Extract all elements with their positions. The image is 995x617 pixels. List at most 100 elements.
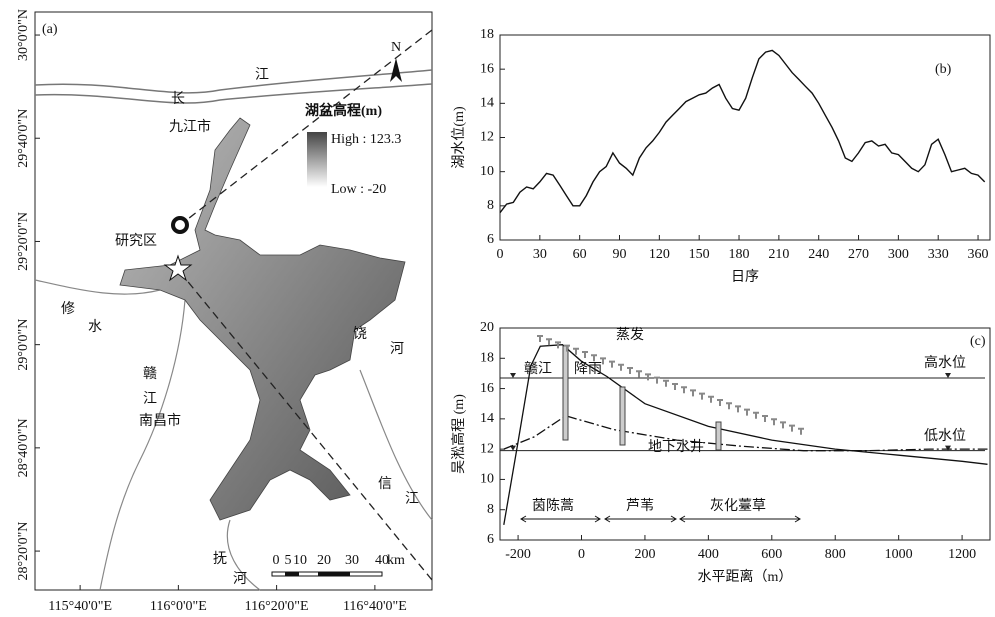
x-tick-label: 0 — [578, 547, 585, 562]
vegetation — [681, 387, 687, 393]
y-tick-label: 16 — [480, 61, 494, 76]
vegetation — [627, 368, 633, 374]
place-label: 江 — [405, 491, 419, 507]
y-tick-label: 18 — [480, 351, 494, 366]
x-tick-label: 360 — [968, 247, 989, 262]
vegetation — [744, 410, 750, 416]
vegetation — [582, 352, 588, 358]
place-label: 抚 — [213, 551, 227, 567]
panel-label: (c) — [970, 334, 986, 349]
annotation: 赣江 — [524, 361, 552, 377]
legend-low: Low : -20 — [331, 182, 386, 197]
y-tick-label: 8 — [487, 502, 494, 517]
vegetation — [699, 394, 705, 400]
zone-arrow — [521, 516, 600, 522]
x-tick-label: 210 — [768, 247, 789, 262]
vegetation — [645, 374, 651, 380]
x-tick-label: 330 — [928, 247, 949, 262]
panel-label: (b) — [935, 62, 952, 77]
y-tick-label: 28°20'0"N — [16, 522, 31, 581]
scale-bar — [318, 572, 350, 576]
x-axis-title: 日序 — [731, 269, 759, 285]
vegetation — [546, 339, 552, 345]
y-tick-label: 16 — [480, 381, 494, 396]
y-tick-label: 18 — [480, 27, 494, 42]
vegetation — [789, 426, 795, 432]
vegetation — [663, 381, 669, 387]
annotation: 芦苇 — [626, 498, 654, 514]
x-tick-label: 150 — [689, 247, 710, 262]
vegetation — [690, 390, 696, 396]
well — [620, 387, 625, 445]
x-tick-label: 120 — [649, 247, 670, 262]
vegetation — [591, 355, 597, 361]
x-tick-label: -200 — [505, 547, 531, 562]
y-tick-label: 6 — [487, 532, 494, 547]
vegetation — [771, 419, 777, 425]
well — [563, 346, 568, 440]
level-marker — [945, 373, 951, 378]
vegetation — [726, 403, 732, 409]
y-tick-label: 29°0'0"N — [16, 319, 31, 371]
groundwater-line — [504, 416, 988, 451]
scale-label: 30 — [345, 553, 359, 568]
place-label: N — [391, 40, 401, 55]
x-tick-label: 30 — [533, 247, 547, 262]
scale-label: 20 — [317, 553, 331, 568]
x-axis-title: 水平距离（m） — [698, 568, 793, 585]
plot-frame — [500, 35, 990, 240]
y-tick-label: 8 — [487, 198, 494, 213]
annotation: 茵陈蒿 — [532, 497, 574, 514]
scale-label: 0 — [273, 553, 280, 568]
y-axis-title: 吴淞高程 (m) — [450, 394, 467, 474]
x-tick-label: 270 — [848, 247, 869, 262]
vegetation — [672, 384, 678, 390]
place-label: 信 — [378, 476, 392, 492]
place-label: 修 — [61, 301, 75, 317]
annotation: 降雨 — [574, 361, 602, 377]
x-tick-label: 116°40'0"E — [343, 599, 407, 614]
scale-label: 5 — [285, 553, 292, 568]
legend-title: 湖盆高程(m) — [305, 102, 382, 119]
y-tick-label: 10 — [480, 472, 494, 487]
scale-bar — [285, 572, 299, 576]
vegetation — [717, 400, 723, 406]
y-tick-label: 14 — [480, 411, 494, 426]
x-tick-label: 115°40'0"E — [48, 599, 112, 614]
panel-label: (a) — [42, 22, 58, 37]
annotation: 地下水井 — [648, 439, 704, 455]
x-tick-label: 1200 — [948, 547, 976, 562]
scale-label: 10 — [293, 553, 307, 568]
vegetation — [762, 416, 768, 422]
site-marker — [173, 218, 187, 232]
vegetation — [735, 406, 741, 412]
y-tick-label: 6 — [487, 232, 494, 247]
vegetation — [798, 429, 804, 435]
vegetation — [609, 362, 615, 368]
place-label: 南昌市 — [139, 412, 181, 429]
x-tick-label: 400 — [698, 547, 719, 562]
x-tick-label: 1000 — [885, 547, 913, 562]
y-tick-label: 14 — [480, 96, 494, 111]
x-tick-label: 90 — [613, 247, 627, 262]
vegetation — [654, 378, 660, 384]
place-label: 江 — [255, 67, 269, 83]
vegetation — [708, 397, 714, 403]
elevation-legend — [307, 132, 327, 187]
level-label: 低水位 — [924, 428, 966, 444]
y-tick-label: 29°20'0"N — [16, 212, 31, 271]
vegetation — [780, 422, 786, 428]
annotation: 灰化薹草 — [710, 498, 766, 514]
y-tick-label: 28°40'0"N — [16, 418, 31, 477]
water-level-line — [500, 50, 985, 212]
x-tick-label: 600 — [761, 547, 782, 562]
place-label: 长 — [171, 91, 185, 107]
vegetation — [537, 336, 543, 342]
legend-high: High : 123.3 — [331, 132, 401, 147]
annotation: 蒸发 — [616, 327, 644, 343]
scale-label: km — [387, 553, 405, 568]
zone-arrow — [605, 516, 676, 522]
x-tick-label: 0 — [497, 247, 504, 262]
y-axis-title: 湖水位(m) — [451, 106, 467, 169]
x-tick-label: 200 — [634, 547, 655, 562]
